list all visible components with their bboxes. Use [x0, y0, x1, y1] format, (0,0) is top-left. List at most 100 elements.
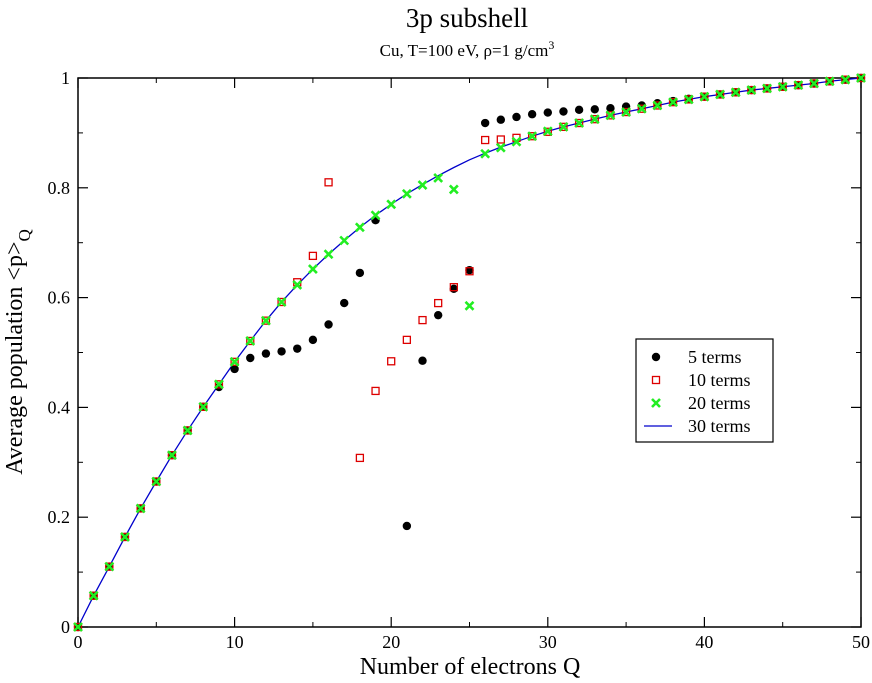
x-tick-label: 0: [74, 632, 83, 652]
data-point-10-terms: [637, 104, 646, 113]
data-point-20-terms: [840, 74, 851, 85]
data-point-10-terms: [152, 477, 161, 486]
data-point-5-terms: [418, 356, 427, 365]
data-point-10-terms: [653, 101, 662, 110]
data-point-10-terms: [825, 77, 834, 86]
legend-label: 10 terms: [688, 370, 751, 390]
data-point-10-terms: [449, 283, 458, 292]
data-point-10-terms: [136, 504, 145, 513]
x-tick-label: 10: [226, 632, 244, 652]
y-tick-label: 1: [61, 68, 70, 88]
data-point-20-terms: [668, 97, 678, 108]
x-tick-label: 30: [539, 632, 557, 652]
data-point-10-terms: [465, 267, 474, 276]
data-point-20-terms: [793, 80, 804, 91]
data-point-20-terms: [401, 188, 412, 199]
series-20-terms: [73, 73, 866, 632]
y-tick-label: 0: [61, 617, 70, 637]
data-point-10-terms: [559, 122, 568, 132]
data-point-20-terms: [167, 450, 177, 461]
data-point-20-terms: [621, 107, 632, 117]
y-tick-label: 0.2: [48, 507, 71, 527]
data-point-5-terms: [308, 335, 318, 345]
data-point-10-terms: [715, 90, 725, 99]
data-point-10-terms: [324, 178, 333, 187]
data-point-20-terms: [417, 180, 428, 190]
data-point-20-terms: [307, 264, 318, 274]
data-point-20-terms: [762, 83, 772, 94]
data-point-5-terms: [606, 103, 615, 113]
data-point-10-terms: [747, 85, 756, 95]
data-point-20-terms: [495, 142, 506, 153]
data-point-10-terms: [89, 591, 98, 600]
data-point-20-terms: [245, 336, 256, 346]
data-point-10-terms: [246, 336, 255, 346]
data-point-20-terms: [448, 184, 459, 195]
data-point-10-terms: [120, 532, 130, 542]
data-point-5-terms: [480, 118, 490, 128]
data-point-10-terms: [371, 386, 380, 396]
data-point-5-terms: [433, 310, 443, 320]
data-point-10-terms: [105, 562, 114, 571]
data-point-10-terms: [668, 98, 678, 107]
legend-entry-30-terms: 30 terms: [644, 416, 751, 436]
data-point-20-terms: [354, 222, 365, 233]
chart-subtitle: Cu, T=100 eV, ρ=1 g/cm3: [380, 38, 555, 60]
y-tick-label: 0.4: [48, 397, 71, 417]
legend-label: 20 terms: [688, 393, 751, 413]
x-tick-label: 50: [852, 632, 870, 652]
data-point-10-terms: [387, 357, 396, 366]
data-point-20-terms: [652, 100, 663, 111]
data-point-5-terms: [246, 353, 255, 363]
data-point-20-terms: [574, 118, 585, 128]
data-point-5-terms: [574, 105, 584, 115]
series-line-30-terms: [77, 77, 862, 628]
legend-symbol: [651, 352, 661, 362]
data-point-20-terms: [480, 148, 491, 159]
chart-subtitle-superscript: 3: [548, 38, 554, 52]
data-point-20-terms: [151, 476, 162, 487]
data-point-10-terms: [277, 297, 286, 307]
data-point-10-terms: [841, 75, 850, 84]
legend: 5 terms 10 terms 20 terms 30 terms: [635, 338, 774, 443]
data-point-10-terms: [214, 380, 224, 389]
data-point-20-terms: [683, 94, 694, 105]
data-point-5-terms: [559, 107, 568, 116]
data-point-20-terms: [229, 356, 240, 367]
data-point-5-terms: [355, 268, 365, 278]
data-point-10-terms: [434, 298, 443, 308]
data-point-20-terms: [135, 503, 146, 514]
legend-entry-10-terms: 10 terms: [651, 370, 751, 390]
y-tick-label: 0.8: [48, 178, 71, 198]
data-point-10-terms: [590, 115, 599, 124]
data-point-20-terms: [120, 532, 130, 542]
legend-symbol: [651, 398, 661, 408]
y-axis-label-main: Average population <p>: [2, 242, 28, 475]
data-point-5-terms: [527, 110, 537, 119]
y-axis-label-subscript: Q: [15, 229, 34, 241]
data-point-10-terms: [355, 453, 365, 463]
series-layer: [73, 73, 866, 632]
data-point-10-terms: [731, 88, 740, 97]
series-30-terms: [77, 77, 862, 628]
data-point-10-terms: [167, 451, 177, 460]
data-point-10-terms: [183, 426, 192, 435]
chart-subtitle-main: Cu, T=100 eV, ρ=1 g/cm: [380, 41, 549, 60]
data-point-10-terms: [574, 118, 584, 128]
data-point-20-terms: [809, 78, 819, 89]
data-point-20-terms: [433, 172, 444, 183]
data-point-10-terms: [481, 135, 490, 145]
data-point-20-terms: [182, 425, 193, 436]
data-point-10-terms: [762, 84, 772, 93]
data-point-20-terms: [699, 91, 710, 102]
data-point-20-terms: [542, 126, 553, 137]
legend-label: 30 terms: [688, 416, 751, 436]
data-point-20-terms: [558, 121, 569, 132]
data-point-20-terms: [605, 110, 616, 121]
data-point-10-terms: [73, 622, 83, 632]
data-point-5-terms: [496, 115, 506, 124]
data-point-10-terms: [496, 135, 505, 144]
data-point-20-terms: [824, 76, 835, 87]
data-point-20-terms: [511, 136, 522, 147]
data-point-5-terms: [402, 521, 412, 531]
